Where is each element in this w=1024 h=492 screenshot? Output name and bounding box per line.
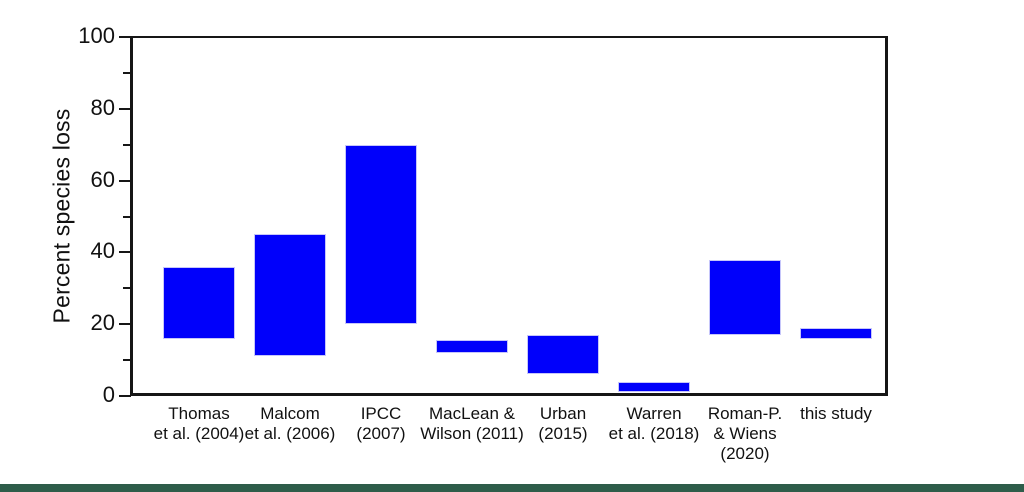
y-major-tick-80: [119, 107, 131, 110]
y-major-tick-0: [119, 395, 131, 397]
y-major-tick-20: [119, 323, 131, 326]
y-tick-label-80: 80: [90, 94, 115, 120]
y-tick-label-0: 0: [102, 381, 115, 407]
y-tick-label-100: 100: [78, 22, 115, 48]
x-tick-label-malcom-2006: Malcom et al. (2006): [244, 404, 336, 443]
range-bar-urban-2015: [527, 334, 599, 375]
y-minor-tick-90: [123, 71, 131, 74]
bottom-border-band: [0, 484, 1024, 492]
y-minor-tick-70: [123, 143, 131, 146]
x-tick-label-urban-2015: Urban (2015): [538, 404, 588, 443]
y-minor-tick-50: [123, 215, 131, 218]
range-bar-roman-p-wiens-2020: [709, 259, 781, 335]
y-minor-tick-10: [123, 359, 131, 362]
y-minor-tick-30: [123, 287, 131, 290]
y-major-tick-100: [119, 36, 131, 38]
y-major-tick-60: [119, 179, 131, 182]
x-tick-label-maclean-wilson-2011: MacLean & Wilson (2011): [420, 404, 524, 443]
x-tick-label-warren-2018: Warren et al. (2018): [608, 404, 700, 443]
y-tick-label-20: 20: [90, 310, 115, 336]
range-bar-malcom-2006: [254, 234, 326, 357]
range-bar-warren-2018: [618, 381, 690, 393]
range-bar-thomas-2004: [163, 266, 235, 339]
y-axis-title: Percent species loss: [48, 108, 75, 324]
x-tick-label-this-study: this study: [800, 404, 872, 423]
y-major-tick-40: [119, 251, 131, 254]
range-bar-this-study: [800, 327, 872, 339]
y-tick-label-40: 40: [90, 238, 115, 264]
x-tick-label-roman-p-wiens-2020: Roman-P. & Wiens (2020): [707, 404, 783, 463]
y-tick-label-60: 60: [90, 166, 115, 192]
x-tick-label-ipcc-2007: IPCC (2007): [356, 404, 406, 443]
range-bar-maclean-wilson-2011: [436, 340, 508, 353]
range-bar-ipcc-2007: [345, 144, 417, 325]
plot-area: [130, 36, 888, 396]
x-tick-label-thomas-2004: Thomas et al. (2004): [153, 404, 245, 443]
